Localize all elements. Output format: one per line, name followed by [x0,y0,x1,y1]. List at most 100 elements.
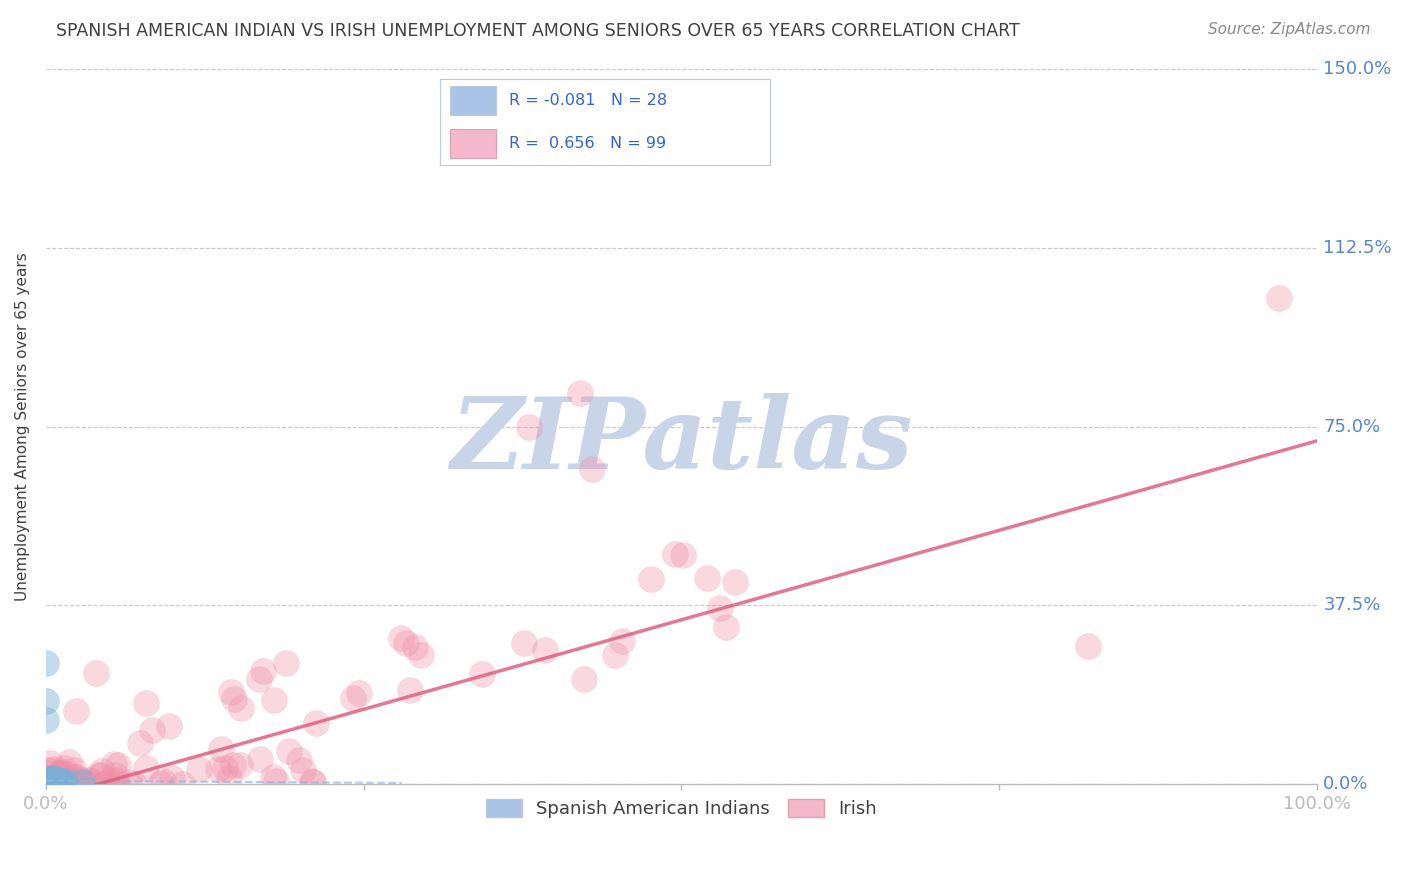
Point [278,744,301,758]
Point [70,775,93,789]
Point [672,549,695,563]
Point [399,682,422,697]
Point [389,631,412,645]
Point [51,765,73,780]
Point [288,753,311,767]
Point [42,774,65,789]
Point [222,758,245,772]
Point [41,772,63,786]
Point [149,776,172,790]
Point [70,772,93,787]
Text: ZIPatlas: ZIPatlas [450,392,912,489]
Point [264,774,287,789]
Point [262,770,284,784]
Point [229,757,252,772]
Point [534,643,557,657]
Point [37,776,59,790]
Point [79,776,101,790]
Point [38,773,60,788]
Text: 37.5%: 37.5% [1323,597,1381,615]
Point [135,696,157,710]
Point [58,755,80,769]
Point [35,776,58,790]
Point [581,462,603,476]
Point [52,775,75,789]
Point [51,774,73,789]
Point [35,694,58,708]
Point [409,648,432,662]
Point [209,742,232,756]
Point [1077,639,1099,653]
Text: SPANISH AMERICAN INDIAN VS IRISH UNEMPLOYMENT AMONG SENIORS OVER 65 YEARS CORREL: SPANISH AMERICAN INDIAN VS IRISH UNEMPLO… [56,22,1019,40]
Point [44,773,66,788]
Point [247,672,270,686]
Point [574,672,596,686]
Point [49,773,72,788]
Point [301,774,323,789]
Point [207,762,229,776]
Point [395,636,418,650]
Point [471,667,494,681]
Text: 0.0%: 0.0% [1323,775,1368,793]
Point [612,634,634,648]
Point [48,770,70,784]
Point [60,776,83,790]
Point [48,774,70,789]
Point [91,764,114,778]
Point [82,773,104,788]
Point [35,713,58,727]
Point [41,775,63,789]
Point [404,640,426,654]
Point [87,768,110,782]
Point [105,776,128,790]
Point [157,719,180,733]
Point [42,772,65,786]
Point [263,693,285,707]
Point [513,636,536,650]
Point [135,761,157,775]
Point [103,756,125,771]
Point [37,772,59,786]
Point [568,386,591,401]
Y-axis label: Unemployment Among Seniors over 65 years: Unemployment Among Seniors over 65 years [15,252,30,601]
Point [44,771,66,785]
Point [188,762,211,776]
Point [51,764,73,779]
Point [39,773,62,788]
Point [44,775,66,789]
Point [51,777,73,791]
Point [104,768,127,782]
Point [65,704,87,718]
Point [53,773,76,788]
Point [218,771,240,785]
Point [38,772,60,786]
Point [39,776,62,790]
Point [39,776,62,790]
Point [118,774,141,789]
Point [35,775,58,789]
Point [229,701,252,715]
Point [605,648,627,662]
Point [152,773,174,788]
Point [39,764,62,778]
Point [107,758,129,772]
Point [44,772,66,787]
Point [640,572,662,586]
Point [41,775,63,789]
Point [62,770,84,784]
Point [1268,291,1291,305]
Point [214,761,236,775]
Point [104,773,127,788]
Point [342,690,364,705]
Point [696,571,718,585]
Point [35,656,58,670]
Text: Source: ZipAtlas.com: Source: ZipAtlas.com [1208,22,1371,37]
Point [172,777,194,791]
Point [65,770,87,784]
Point [84,666,107,681]
Point [49,765,72,780]
Point [224,692,246,706]
Point [45,772,67,786]
Point [122,777,145,791]
Point [91,777,114,791]
